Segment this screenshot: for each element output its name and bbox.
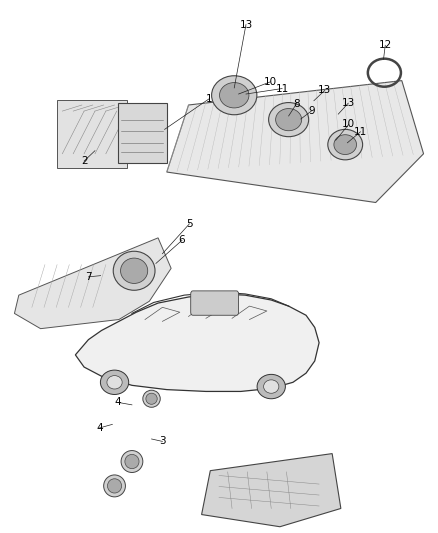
Ellipse shape xyxy=(107,479,122,493)
Text: 10: 10 xyxy=(342,119,355,130)
FancyBboxPatch shape xyxy=(57,100,127,168)
Text: 9: 9 xyxy=(308,106,314,116)
Ellipse shape xyxy=(257,374,286,399)
Text: 5: 5 xyxy=(186,219,193,229)
FancyBboxPatch shape xyxy=(117,103,167,163)
Text: 1: 1 xyxy=(206,94,212,104)
Text: 11: 11 xyxy=(354,127,367,137)
Ellipse shape xyxy=(100,370,129,394)
Ellipse shape xyxy=(121,450,143,472)
Polygon shape xyxy=(167,80,424,203)
Ellipse shape xyxy=(146,393,157,405)
Text: 4: 4 xyxy=(96,423,102,433)
Ellipse shape xyxy=(328,130,363,160)
Ellipse shape xyxy=(104,475,125,497)
Text: 2: 2 xyxy=(81,156,88,166)
Ellipse shape xyxy=(113,251,155,290)
Ellipse shape xyxy=(264,380,279,393)
Text: 7: 7 xyxy=(85,272,92,282)
Text: 12: 12 xyxy=(378,41,392,50)
Ellipse shape xyxy=(334,135,357,155)
Ellipse shape xyxy=(212,76,257,115)
Text: 3: 3 xyxy=(159,437,166,447)
Ellipse shape xyxy=(143,390,160,407)
Ellipse shape xyxy=(268,102,309,136)
Text: 11: 11 xyxy=(276,84,289,93)
Text: 13: 13 xyxy=(318,85,332,95)
Text: 6: 6 xyxy=(179,235,185,245)
Polygon shape xyxy=(75,294,319,391)
Text: 4: 4 xyxy=(115,398,121,407)
Ellipse shape xyxy=(219,83,249,108)
Text: 8: 8 xyxy=(293,99,300,109)
Text: 10: 10 xyxy=(264,77,277,87)
Ellipse shape xyxy=(120,258,148,284)
Ellipse shape xyxy=(107,376,122,389)
Polygon shape xyxy=(201,454,341,527)
Text: 13: 13 xyxy=(342,98,355,108)
Ellipse shape xyxy=(125,455,139,469)
Text: 13: 13 xyxy=(239,20,253,29)
Ellipse shape xyxy=(276,109,302,131)
Polygon shape xyxy=(14,238,171,329)
FancyBboxPatch shape xyxy=(191,291,239,315)
